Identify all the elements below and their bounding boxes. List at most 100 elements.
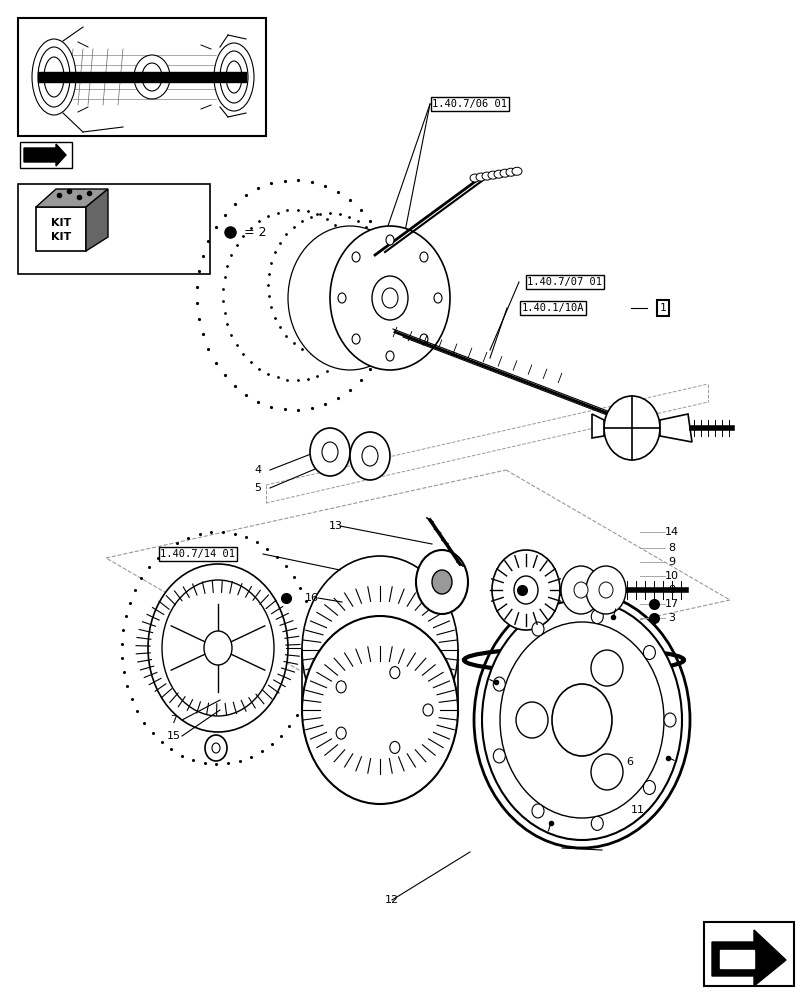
Ellipse shape: [642, 780, 654, 794]
Text: 12: 12: [384, 895, 398, 905]
Text: 9: 9: [667, 557, 675, 567]
Ellipse shape: [204, 631, 232, 665]
Ellipse shape: [329, 226, 449, 370]
Ellipse shape: [389, 741, 399, 753]
Text: 17: 17: [664, 599, 678, 609]
Ellipse shape: [491, 550, 560, 630]
Ellipse shape: [352, 252, 359, 262]
Ellipse shape: [204, 735, 227, 761]
Ellipse shape: [531, 804, 543, 818]
Text: 6: 6: [626, 757, 633, 767]
Ellipse shape: [350, 432, 389, 480]
Ellipse shape: [310, 428, 350, 476]
Ellipse shape: [500, 622, 663, 818]
Ellipse shape: [385, 235, 393, 245]
Polygon shape: [36, 207, 86, 251]
Polygon shape: [659, 414, 691, 442]
Ellipse shape: [310, 237, 410, 353]
Ellipse shape: [663, 713, 676, 727]
Text: 8: 8: [667, 543, 675, 553]
Ellipse shape: [505, 168, 515, 176]
Text: 1.40.7/14 01: 1.40.7/14 01: [161, 549, 235, 559]
Text: 16: 16: [305, 593, 319, 603]
Ellipse shape: [603, 396, 659, 460]
Ellipse shape: [302, 616, 457, 804]
Ellipse shape: [385, 351, 393, 361]
Text: 11: 11: [630, 805, 644, 815]
Ellipse shape: [493, 749, 504, 763]
Ellipse shape: [500, 169, 509, 177]
Ellipse shape: [599, 582, 612, 598]
Text: 13: 13: [328, 521, 342, 531]
Ellipse shape: [288, 226, 411, 370]
Ellipse shape: [389, 667, 399, 679]
Polygon shape: [86, 189, 108, 251]
Ellipse shape: [362, 446, 378, 466]
Ellipse shape: [590, 610, 603, 624]
Ellipse shape: [220, 51, 247, 103]
Ellipse shape: [433, 293, 441, 303]
Ellipse shape: [482, 172, 491, 180]
Bar: [18, 184, 210, 274]
Ellipse shape: [512, 167, 521, 175]
Ellipse shape: [352, 334, 359, 344]
Bar: [20, 142, 72, 168]
Ellipse shape: [560, 566, 600, 614]
Ellipse shape: [336, 681, 345, 693]
Ellipse shape: [32, 39, 76, 115]
Ellipse shape: [38, 47, 70, 107]
Ellipse shape: [381, 288, 397, 308]
Polygon shape: [711, 930, 785, 986]
Text: 14: 14: [664, 527, 678, 537]
Ellipse shape: [642, 646, 654, 660]
Ellipse shape: [322, 442, 337, 462]
Ellipse shape: [513, 576, 538, 604]
Ellipse shape: [493, 677, 504, 691]
Ellipse shape: [586, 566, 625, 614]
Ellipse shape: [573, 582, 587, 598]
Text: 10: 10: [664, 571, 678, 581]
Text: 1.40.7/07 01: 1.40.7/07 01: [527, 277, 602, 287]
Ellipse shape: [162, 580, 273, 716]
Ellipse shape: [214, 43, 254, 111]
Ellipse shape: [475, 173, 486, 181]
Text: 5: 5: [254, 483, 261, 493]
Bar: [18, 18, 266, 136]
Ellipse shape: [44, 57, 64, 97]
Text: 1.40.7/06 01: 1.40.7/06 01: [432, 99, 507, 109]
Ellipse shape: [590, 816, 603, 830]
Polygon shape: [36, 189, 108, 207]
Ellipse shape: [134, 55, 169, 99]
Ellipse shape: [302, 556, 457, 744]
Ellipse shape: [337, 293, 345, 303]
Text: 1: 1: [659, 303, 666, 313]
Ellipse shape: [493, 170, 504, 178]
Ellipse shape: [590, 650, 622, 686]
Ellipse shape: [551, 684, 611, 756]
Ellipse shape: [419, 252, 427, 262]
Text: 7: 7: [170, 715, 178, 725]
Ellipse shape: [487, 171, 497, 179]
Ellipse shape: [332, 247, 407, 337]
Polygon shape: [591, 414, 603, 438]
Ellipse shape: [336, 727, 345, 739]
Ellipse shape: [423, 704, 432, 716]
Text: 8: 8: [667, 585, 675, 595]
Ellipse shape: [470, 174, 479, 182]
Ellipse shape: [415, 550, 467, 614]
Ellipse shape: [148, 564, 288, 732]
Text: 3: 3: [667, 613, 675, 623]
Ellipse shape: [482, 600, 681, 840]
Bar: [703, 922, 793, 986]
Ellipse shape: [531, 622, 543, 636]
Ellipse shape: [590, 754, 622, 790]
Text: 15: 15: [167, 731, 181, 741]
Text: KIT: KIT: [51, 232, 71, 242]
Ellipse shape: [212, 743, 220, 753]
Polygon shape: [24, 144, 66, 166]
Text: = 2: = 2: [243, 226, 266, 238]
Ellipse shape: [371, 276, 407, 320]
Ellipse shape: [142, 63, 162, 91]
Text: 4: 4: [254, 465, 261, 475]
Ellipse shape: [225, 61, 242, 93]
